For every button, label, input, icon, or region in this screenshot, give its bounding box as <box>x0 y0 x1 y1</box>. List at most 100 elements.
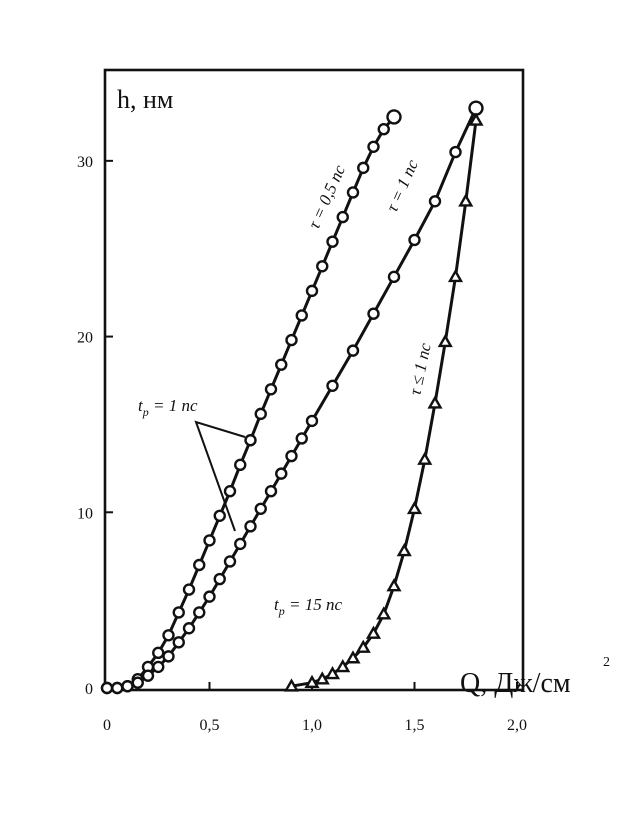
data-point <box>417 451 433 465</box>
data-point <box>234 458 247 472</box>
x-tick-label: 1,5 <box>405 717 425 734</box>
data-point <box>285 333 298 347</box>
x-tick-label: 0,5 <box>200 717 220 734</box>
data-point <box>152 660 165 674</box>
annotation-tp-1-sub: p <box>142 405 149 419</box>
y-axis-label: h, нм <box>117 85 173 114</box>
data-point <box>234 537 247 551</box>
series-2 <box>100 100 484 695</box>
data-point <box>275 467 288 480</box>
x-tick-label: 0 <box>103 717 111 734</box>
data-point <box>386 109 402 125</box>
data-point <box>111 681 124 695</box>
data-point <box>346 186 360 199</box>
data-point <box>193 558 206 572</box>
data-point <box>326 379 339 392</box>
data-point <box>223 485 237 498</box>
data-point <box>264 485 278 498</box>
data-point <box>376 606 392 620</box>
data-point <box>447 268 464 283</box>
data-point <box>223 555 237 568</box>
data-point <box>172 636 185 649</box>
data-point <box>152 646 165 660</box>
y-tick-label: 20 <box>77 330 93 347</box>
data-point <box>203 590 216 603</box>
data-point <box>345 650 361 664</box>
data-point <box>377 123 390 136</box>
data-point <box>427 395 443 409</box>
data-point <box>182 622 196 635</box>
data-point <box>305 414 319 428</box>
data-point <box>244 434 257 447</box>
data-point <box>428 195 442 208</box>
data-point <box>396 543 412 557</box>
data-point <box>355 639 371 653</box>
annotation-tp-15: tp = 15 пс <box>274 595 342 618</box>
data-point <box>437 333 453 348</box>
annotation-tp-15-sub: p <box>278 604 285 618</box>
data-point <box>314 671 330 685</box>
data-point <box>335 658 351 673</box>
x-tick-label: 2,0 <box>507 717 527 734</box>
data-point <box>295 309 308 322</box>
data-point <box>346 344 360 357</box>
annotation-tp-15-t: t <box>274 595 280 614</box>
data-point <box>254 502 267 515</box>
data-point <box>449 145 462 159</box>
data-point <box>121 680 134 693</box>
data-point <box>172 606 185 619</box>
data-point <box>408 233 421 247</box>
y-tick-label: 10 <box>77 505 93 522</box>
x-axis-label: Q, Дж/см <box>460 668 571 699</box>
data-point <box>406 500 423 515</box>
data-point <box>162 650 175 663</box>
data-point <box>193 606 206 619</box>
x-tick-label: 1,0 <box>302 717 322 734</box>
axes-frame <box>103 68 525 692</box>
y-tick-label: 30 <box>77 154 93 171</box>
data-point <box>357 161 370 175</box>
data-point <box>336 210 349 224</box>
annotation-tp-1-t: t <box>138 396 144 415</box>
data-point <box>324 666 341 680</box>
plot-area <box>103 68 525 692</box>
data-point <box>285 449 298 463</box>
annotation-tp-1-rest: = 1 пс <box>149 396 198 415</box>
data-point <box>387 270 401 284</box>
data-point <box>365 625 382 639</box>
series-layer <box>100 100 484 695</box>
data-point <box>203 534 216 547</box>
data-point <box>182 583 196 596</box>
data-point <box>264 383 278 396</box>
data-point <box>213 572 226 586</box>
x-axis-label-superscript: 2 <box>603 655 610 670</box>
y-tick-label: 0 <box>85 681 93 698</box>
annotation-tp-1: tp = 1 пс <box>138 396 246 532</box>
data-point <box>295 432 308 445</box>
data-point <box>367 307 380 320</box>
data-point <box>100 681 114 695</box>
data-point <box>254 407 267 421</box>
data-point <box>141 669 155 682</box>
svg-text:tp = 1 пс: tp = 1 пс <box>138 396 198 419</box>
data-point <box>468 112 484 126</box>
data-point <box>131 676 144 689</box>
data-point <box>304 674 320 689</box>
annotation-tau-le-1: τ ≤ 1 пс <box>405 341 435 397</box>
data-point <box>275 358 288 371</box>
data-point <box>316 260 329 273</box>
data-point <box>458 193 474 207</box>
data-point <box>386 578 402 592</box>
data-point <box>367 140 380 154</box>
annotation-leader-lines <box>194 420 246 532</box>
data-point <box>283 678 300 692</box>
series-3 <box>283 112 484 692</box>
annotation-tau-1: τ = 1 пс <box>382 156 422 214</box>
annotation-tp-15-rest: = 15 пс <box>285 595 343 614</box>
data-point <box>162 629 175 642</box>
data-point <box>213 509 226 522</box>
data-point <box>305 284 319 298</box>
data-point <box>244 520 257 533</box>
data-point <box>326 235 339 248</box>
